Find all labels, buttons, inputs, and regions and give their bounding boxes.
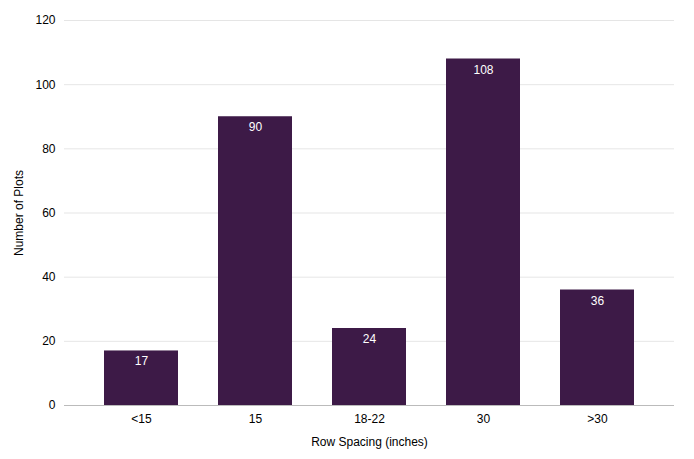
svg-text:80: 80 — [42, 142, 56, 156]
svg-text:36: 36 — [591, 294, 605, 308]
svg-text:<15: <15 — [131, 412, 152, 426]
svg-text:Row Spacing (inches): Row Spacing (inches) — [311, 435, 428, 449]
svg-text:20: 20 — [42, 334, 56, 348]
svg-text:40: 40 — [42, 270, 56, 284]
svg-text:Number of Plots: Number of Plots — [12, 170, 26, 256]
svg-text:24: 24 — [363, 332, 377, 346]
svg-text:17: 17 — [135, 354, 149, 368]
svg-text:18-22: 18-22 — [354, 412, 385, 426]
svg-text:15: 15 — [249, 412, 263, 426]
svg-text:90: 90 — [249, 120, 263, 134]
svg-text:100: 100 — [35, 78, 55, 92]
svg-text:108: 108 — [473, 63, 493, 77]
svg-text:0: 0 — [49, 398, 56, 412]
svg-text:30: 30 — [477, 412, 491, 426]
svg-text:60: 60 — [42, 206, 56, 220]
svg-text:120: 120 — [35, 13, 55, 27]
svg-text:>30: >30 — [587, 412, 608, 426]
